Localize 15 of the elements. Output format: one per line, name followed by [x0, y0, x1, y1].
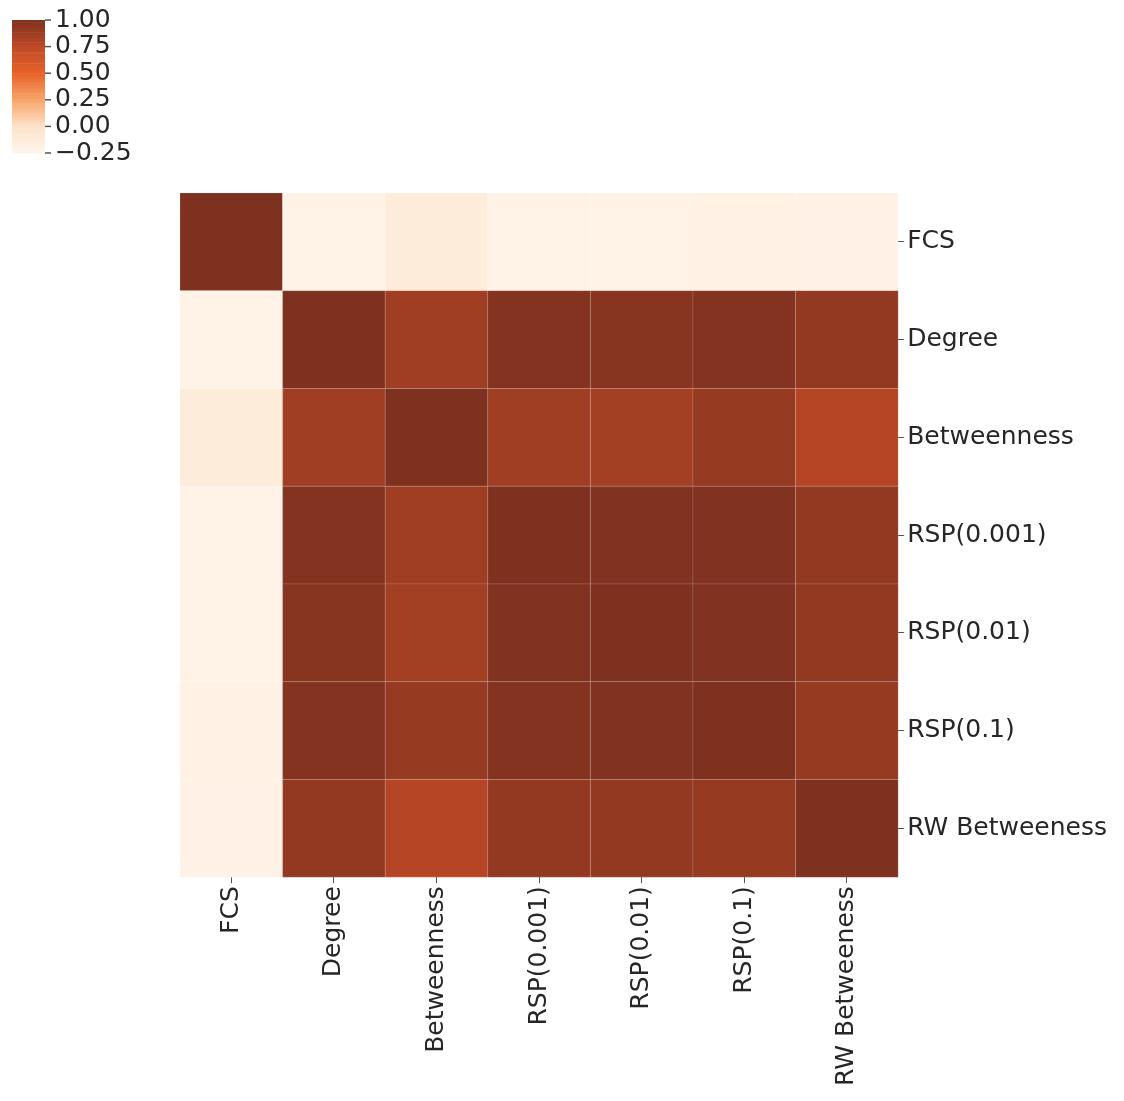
y-tick-label: RSP(0.001) [907, 518, 1047, 548]
y-tick-label: RW Betweeness [907, 811, 1107, 841]
x-tick-label: FCS [214, 886, 244, 934]
y-tick-label: RSP(0.1) [907, 714, 1015, 744]
y-tick-label: FCS [907, 225, 955, 255]
y-tick-label: Degree [907, 323, 999, 353]
x-tick-label: RSP(0.001) [522, 886, 552, 1026]
color-bar-label: 1.00 [55, 3, 111, 33]
y-tick-label: RSP(0.01) [907, 616, 1031, 646]
x-tick-label: Betweenness [419, 886, 449, 1053]
y-tick-label: Betweenness [907, 420, 1074, 450]
x-tick-label: RSP(0.1) [727, 886, 757, 994]
color-bar-label: −0.25 [55, 136, 132, 166]
x-tick-label: RSP(0.01) [625, 886, 655, 1010]
x-tick-label: Degree [317, 886, 347, 978]
